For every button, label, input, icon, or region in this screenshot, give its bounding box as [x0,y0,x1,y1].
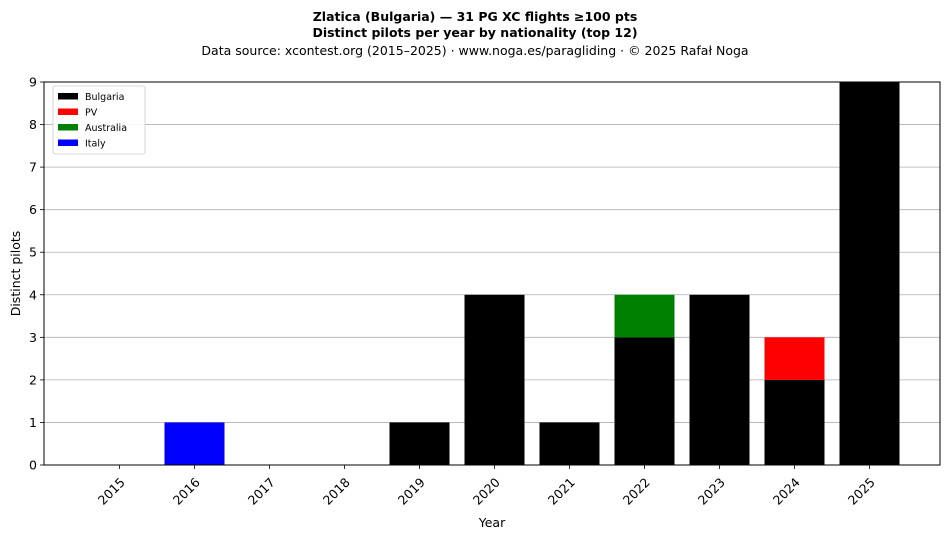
y-tick-label: 5 [29,245,37,260]
x-tick-label: 2021 [545,475,578,508]
legend-swatch [58,124,78,131]
x-axis: 2015 2016 2017 2018 2019 2020 2021 2022 2023 2024… [95,465,878,508]
legend-label: PV [85,108,98,119]
y-tick-label: 1 [29,415,37,430]
bar-segment [614,294,675,338]
y-tick-label: 0 [29,458,37,473]
x-tick-label: 2025 [845,475,878,508]
x-axis-label: Year [478,515,506,530]
x-tick-label: 2024 [770,475,803,508]
y-axis: 0 1 2 3 4 5 6 7 8 9 [29,75,44,473]
legend-swatch [58,139,78,146]
legend: Bulgaria PV Australia Italy [52,85,146,155]
y-tick-label: 9 [29,75,37,90]
chart-title: Zlatica (Bulgaria) — 31 PG XC flights ≥1… [312,9,638,24]
y-tick-label: 3 [29,330,37,345]
y-axis-label: Distinct pilots [8,231,23,317]
legend-label: Italy [85,139,106,150]
bar-segment [689,294,750,465]
chart-subtitle: Distinct pilots per year by nationality … [312,25,638,40]
y-tick-label: 6 [29,202,37,217]
bars-layer [164,82,900,465]
bar-segment [614,337,675,465]
bar-segment [539,422,600,465]
y-tick-label: 4 [29,287,37,302]
x-tick-label: 2016 [170,475,203,508]
x-tick-label: 2015 [95,475,128,508]
bar-segment [389,422,450,465]
bar-segment [164,422,225,465]
legend-swatch [58,108,78,115]
x-tick-label: 2018 [320,475,353,508]
bar-segment [839,82,900,465]
x-tick-label: 2017 [245,475,278,508]
x-tick-label: 2019 [395,475,428,508]
bar-segment [464,294,525,465]
y-tick-label: 8 [29,117,37,132]
x-tick-label: 2023 [695,475,728,508]
bar-segment [764,337,825,380]
legend-label: Australia [85,123,127,134]
legend-label: Bulgaria [85,92,124,103]
y-tick-label: 2 [29,372,37,387]
legend-swatch [58,93,78,100]
legend-box [52,85,146,155]
x-tick-label: 2022 [620,475,653,508]
y-tick-label: 7 [29,160,37,175]
plot-frame [43,81,941,466]
chart-source-note: Data source: xcontest.org (2015–2025) · … [201,43,749,58]
bar-segment [764,379,825,465]
x-tick-label: 2020 [470,475,503,508]
